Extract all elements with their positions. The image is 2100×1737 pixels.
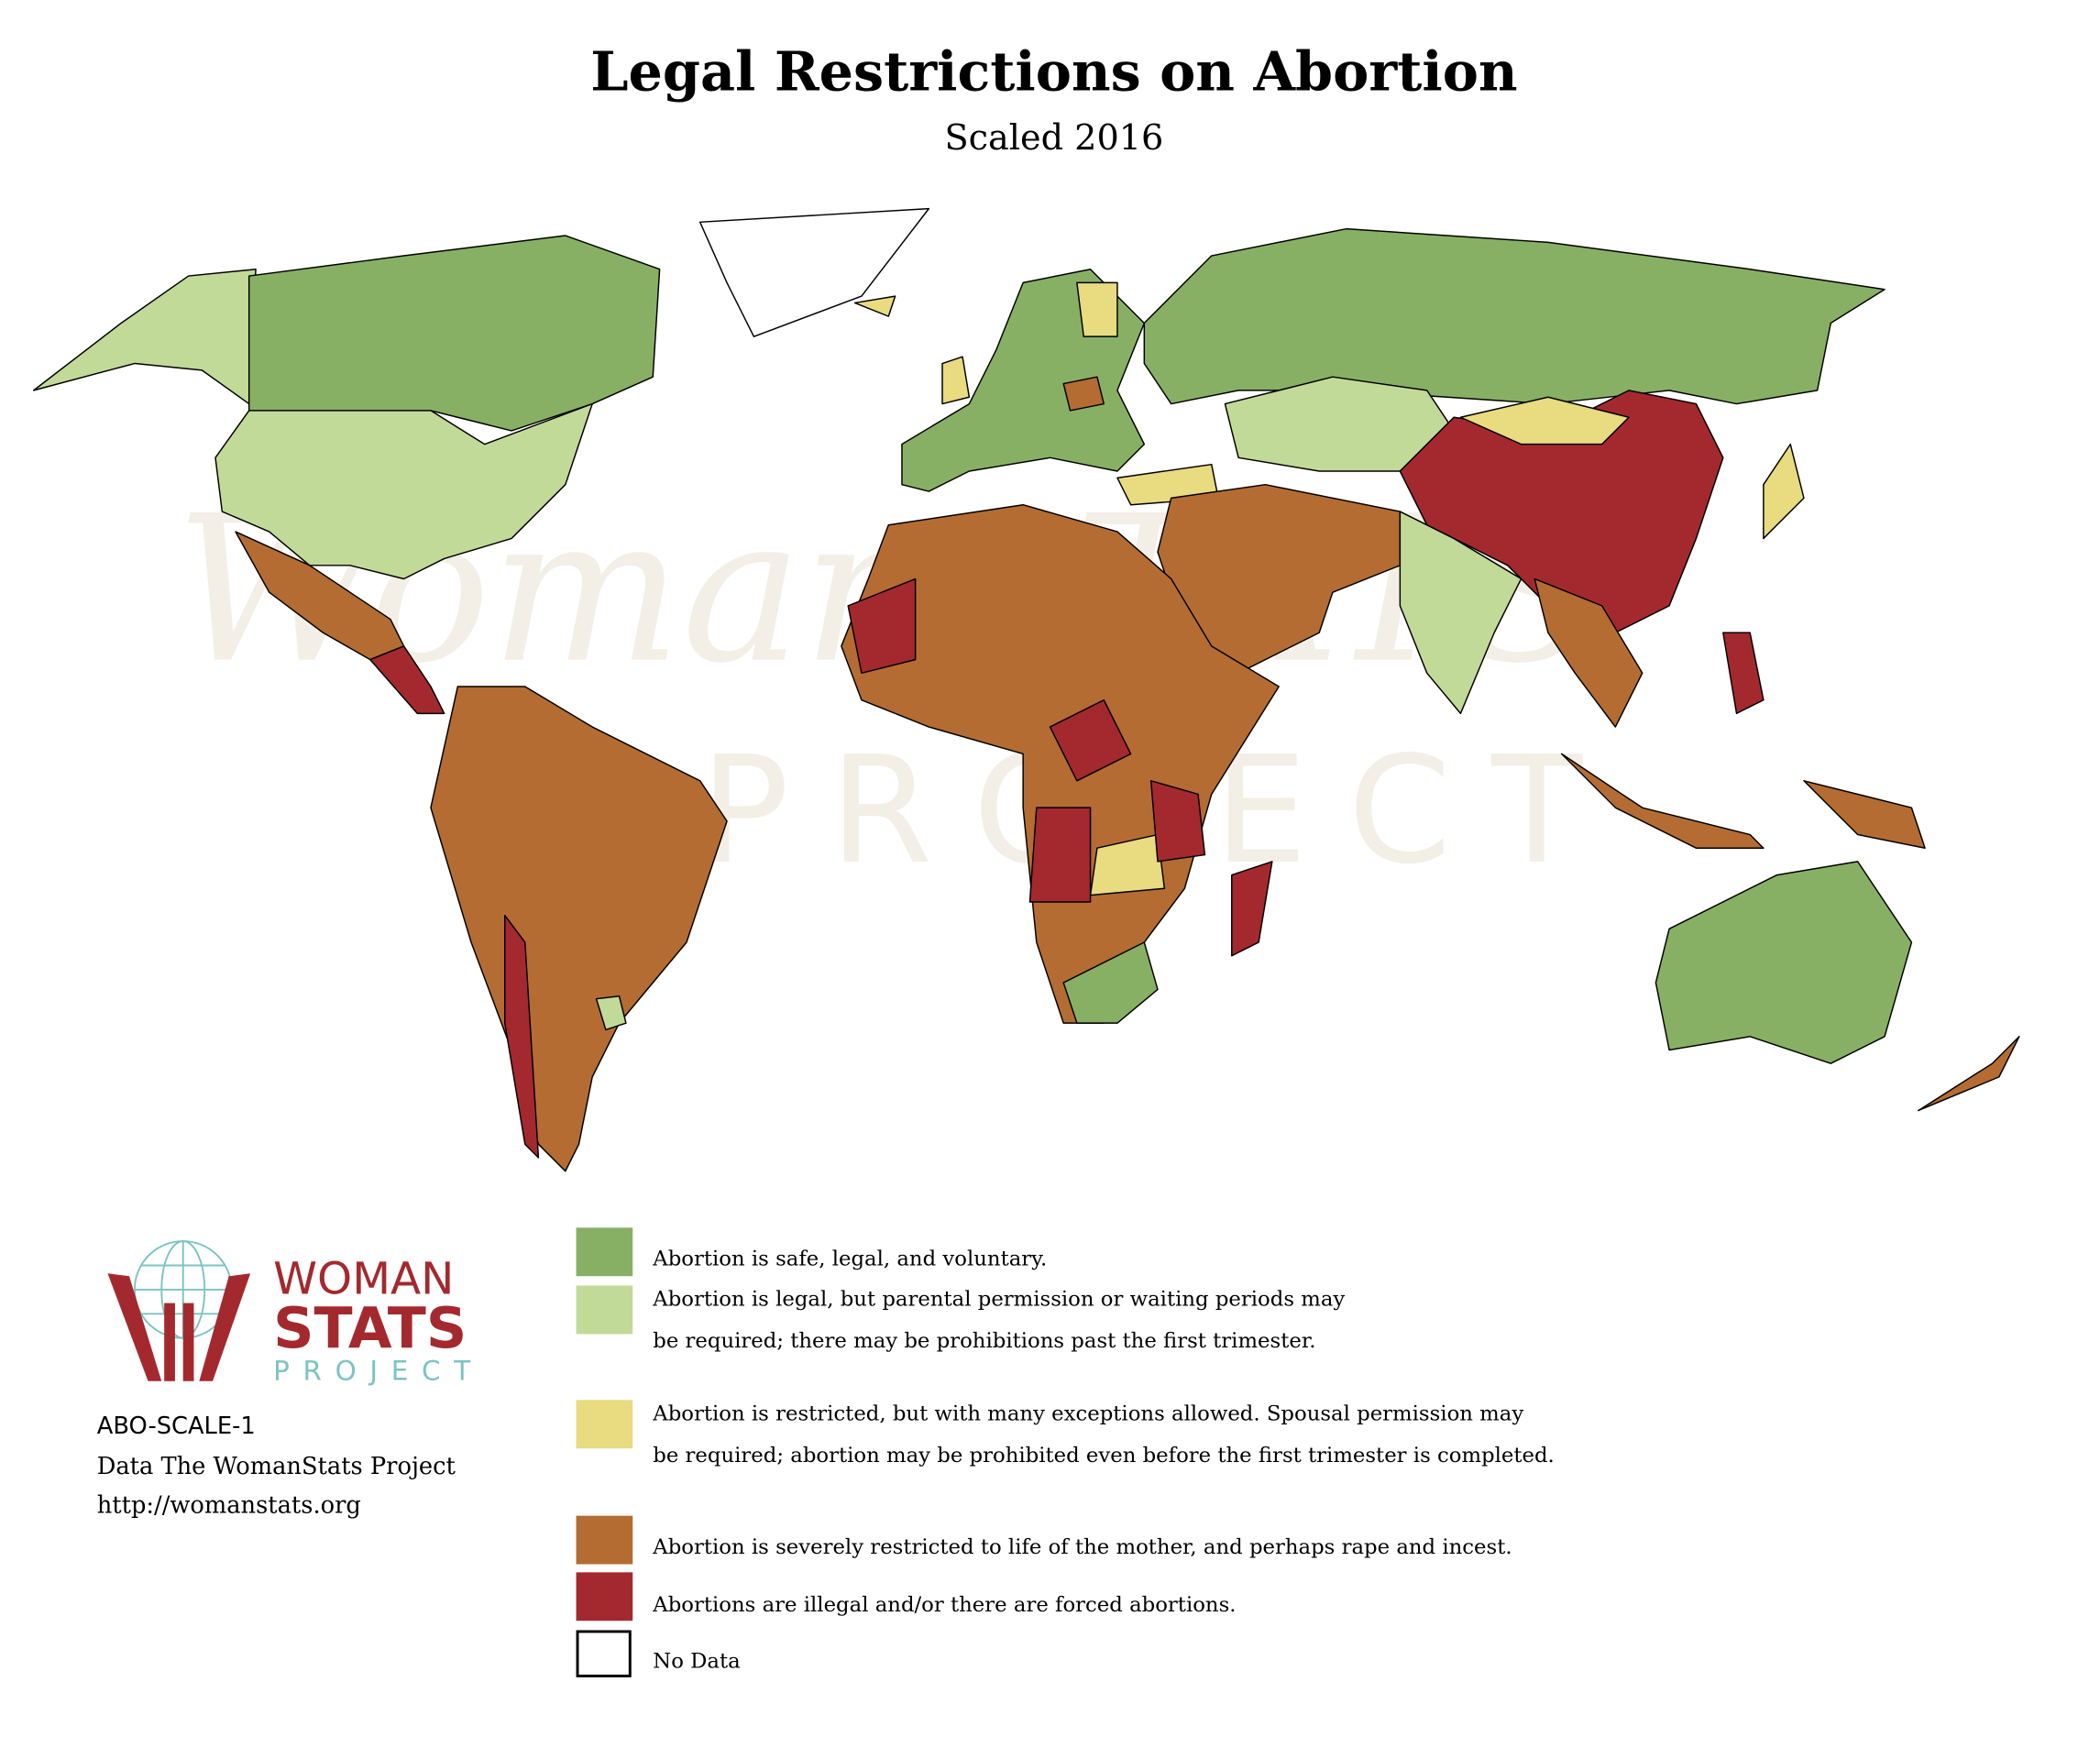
dataset-code: ABO-SCALE-1 (96, 1413, 256, 1441)
source-url[interactable]: http://womanstats.org (96, 1492, 361, 1521)
region-canada (247, 235, 661, 432)
region-alaska (32, 268, 257, 405)
logo-word-woman: WOMAN (273, 1251, 455, 1305)
legend-label-safe-legal: Abortion is safe, legal, and voluntary. (653, 1246, 1048, 1271)
legend-label-legal-permission-2: be required; there may be prohibitions p… (653, 1328, 1316, 1353)
region-philippines (1722, 632, 1765, 715)
region-uruguay (595, 995, 627, 1031)
legend-swatch-restricted-exceptions (576, 1400, 633, 1449)
region-australia (1655, 861, 1913, 1064)
region-united-kingdom (941, 356, 971, 405)
region-usa (214, 402, 593, 580)
legend-swatch-severely-restricted (576, 1515, 633, 1565)
legend-swatch-legal-permission (576, 1285, 633, 1335)
map-title: Legal Restrictions on Abortion (590, 40, 1518, 104)
region-greenland (698, 207, 930, 337)
region-russia (1143, 227, 1886, 405)
legend-label-severely-restricted: Abortion is severely restricted to life … (653, 1534, 1512, 1559)
legend-label-legal-permission: Abortion is legal, but parental permissi… (653, 1286, 1346, 1312)
region-new-zealand (1918, 1036, 2020, 1112)
region-mauritania (847, 577, 917, 675)
region-indonesia (1560, 753, 1765, 849)
region-south-africa (1062, 941, 1159, 1024)
legend-label-no-data: No Data (653, 1649, 741, 1674)
region-japan (1763, 443, 1805, 540)
region-central-america (369, 645, 445, 715)
region-south-america (430, 686, 728, 1172)
world-map: WomanSTATS PROJECT (32, 207, 2020, 1172)
region-southeast-asia (1534, 577, 1644, 728)
region-east-africa (1149, 780, 1206, 863)
region-poland (1062, 376, 1105, 412)
region-zimbabwe (1089, 833, 1166, 896)
region-madagascar (1231, 861, 1273, 957)
data-source: Data The WomanStats Project (96, 1454, 456, 1481)
region-mongolia (1459, 396, 1630, 445)
legend-label-restricted-exceptions: Abortion is restricted, but with many ex… (653, 1401, 1524, 1426)
logo-word-stats: STATS (273, 1294, 467, 1361)
region-iceland (853, 295, 896, 317)
logo-word-project: PROJECT (273, 1354, 484, 1387)
legend-swatch-illegal (576, 1572, 633, 1622)
hand-right-icon (199, 1273, 251, 1381)
hand-left-icon (107, 1273, 162, 1381)
map-subtitle: Scaled 2016 (944, 118, 1164, 159)
legend-label-restricted-exceptions-2: be required; abortion may be prohibited … (653, 1443, 1555, 1468)
region-india (1399, 511, 1523, 715)
legend-swatch-no-data (576, 1630, 632, 1677)
region-central-africa (1049, 698, 1132, 782)
legend-swatch-safe-legal (576, 1227, 633, 1277)
legend-label-illegal: Abortions are illegal and/or there are f… (653, 1592, 1237, 1617)
region-finland (1076, 281, 1118, 337)
region-angola (1028, 807, 1092, 903)
region-chile (503, 914, 540, 1159)
womanstats-logo (107, 1240, 251, 1381)
region-papua-new-guinea (1803, 780, 1926, 849)
